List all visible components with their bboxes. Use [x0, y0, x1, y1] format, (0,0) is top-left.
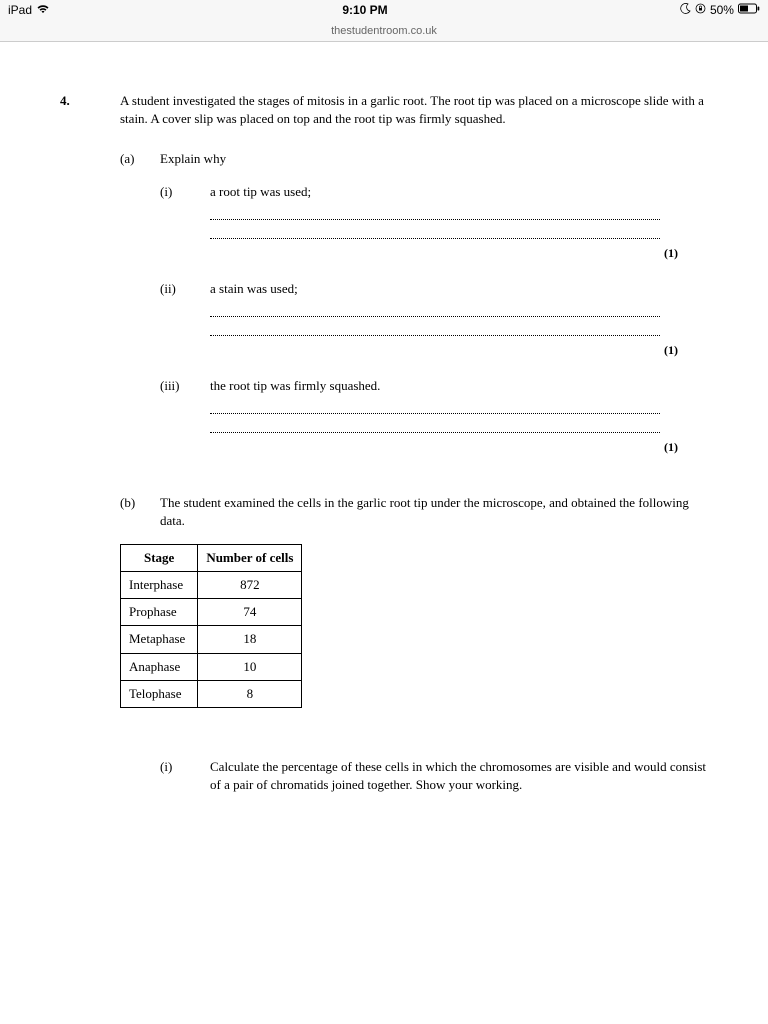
- table-row: Prophase74: [121, 599, 302, 626]
- status-bar: iPad 9:10 PM 50%: [0, 0, 768, 20]
- question-number: 4.: [60, 92, 90, 128]
- table-row: Anaphase10: [121, 653, 302, 680]
- part-a-stem: Explain why: [160, 150, 708, 168]
- part-b-i-label: (i): [160, 758, 210, 794]
- battery-icon: [738, 3, 760, 17]
- lock-icon: [695, 3, 706, 17]
- table-header: Number of cells: [198, 544, 302, 571]
- table-cell: 74: [198, 599, 302, 626]
- wifi-icon: [36, 3, 50, 17]
- table-cell: 18: [198, 626, 302, 653]
- clock: 9:10 PM: [342, 3, 387, 17]
- part-a-iii-text: the root tip was firmly squashed.: [210, 377, 708, 395]
- table-cell: 872: [198, 572, 302, 599]
- table-cell: Metaphase: [121, 626, 198, 653]
- part-a-label: (a): [120, 150, 160, 168]
- answer-line: [210, 219, 660, 220]
- browser-url-bar[interactable]: thestudentroom.co.uk: [0, 20, 768, 42]
- answer-line: [210, 238, 660, 239]
- table-cell: Prophase: [121, 599, 198, 626]
- document-page: 4. A student investigated the stages of …: [0, 42, 768, 836]
- part-a-i-text: a root tip was used;: [210, 183, 708, 201]
- part-a-iii-label: (iii): [160, 377, 210, 395]
- answer-line: [210, 335, 660, 336]
- table-cell: Telophase: [121, 680, 198, 707]
- table-cell: Anaphase: [121, 653, 198, 680]
- answer-line: [210, 413, 660, 414]
- table-cell: 10: [198, 653, 302, 680]
- table-row: Metaphase18: [121, 626, 302, 653]
- question-intro: A student investigated the stages of mit…: [90, 92, 708, 128]
- table-row: Interphase872: [121, 572, 302, 599]
- part-b-label: (b): [120, 494, 160, 530]
- part-a-ii-label: (ii): [160, 280, 210, 298]
- table-header: Stage: [121, 544, 198, 571]
- part-a-iii-marks: (1): [60, 439, 678, 456]
- data-table: StageNumber of cells Interphase872Propha…: [120, 544, 302, 708]
- part-a-ii-text: a stain was used;: [210, 280, 708, 298]
- part-a-ii-marks: (1): [60, 342, 678, 359]
- battery-pct: 50%: [710, 3, 734, 17]
- table-cell: Interphase: [121, 572, 198, 599]
- url-text: thestudentroom.co.uk: [331, 25, 437, 37]
- part-a-i-marks: (1): [60, 245, 678, 262]
- device-label: iPad: [8, 3, 32, 17]
- part-b-i-text: Calculate the percentage of these cells …: [210, 758, 708, 794]
- part-a-i-label: (i): [160, 183, 210, 201]
- answer-line: [210, 432, 660, 433]
- part-b-stem: The student examined the cells in the ga…: [160, 494, 708, 530]
- answer-line: [210, 316, 660, 317]
- table-cell: 8: [198, 680, 302, 707]
- moon-icon: [680, 3, 691, 17]
- table-row: Telophase8: [121, 680, 302, 707]
